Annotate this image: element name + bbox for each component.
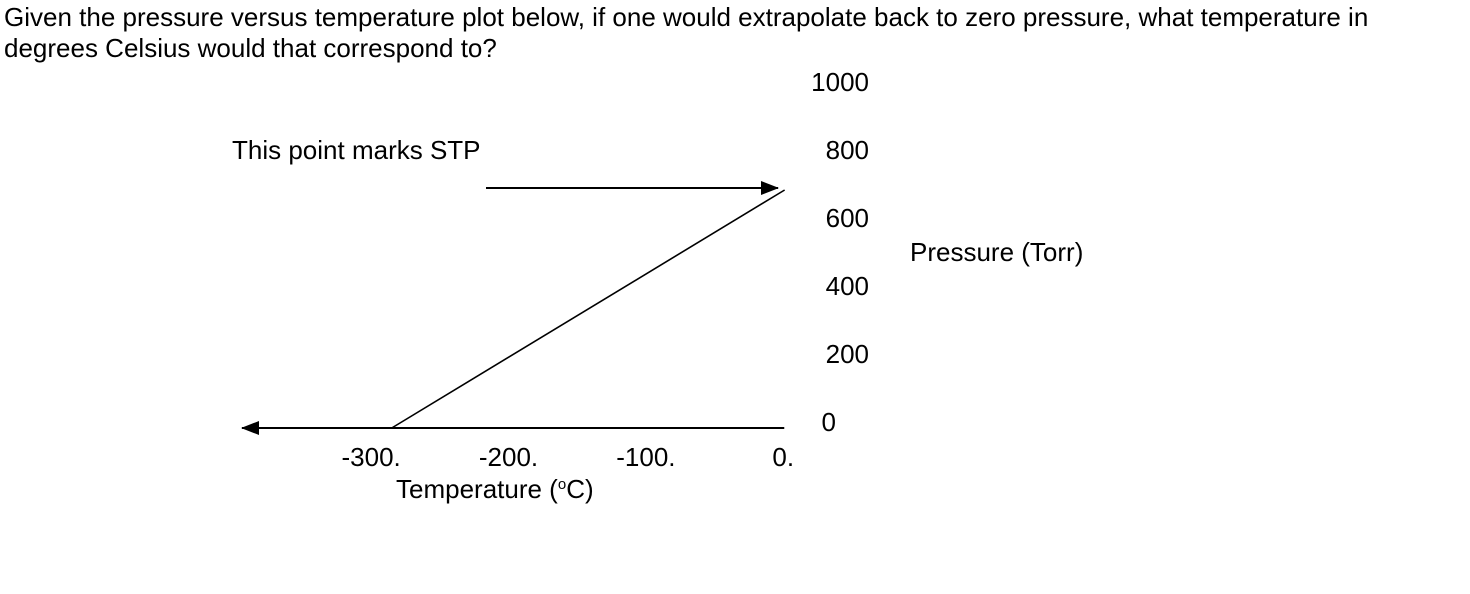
x-tick-labels: -300. -200. -100. 0. <box>342 442 795 472</box>
data-line <box>391 189 786 429</box>
annotation-label: This point marks STP <box>232 135 481 165</box>
y-tick-label: 800 <box>826 135 869 165</box>
x-axis-label: Temperature (oC) <box>396 474 594 504</box>
x-tick-label: -300. <box>342 442 401 472</box>
y-tick-labels: 0 200 400 600 800 1000 <box>811 67 869 437</box>
x-axis-label-degree: o <box>558 476 566 493</box>
y-tick-label: 600 <box>826 203 869 233</box>
x-axis-label-suffix: C) <box>566 474 593 504</box>
x-tick-label: -200. <box>479 442 538 472</box>
question-text: Given the pressure versus temperature pl… <box>4 2 1369 63</box>
y-tick-label: 1000 <box>811 67 869 97</box>
y-axis-label: Pressure (Torr) <box>910 237 1083 267</box>
x-tick-label: -100. <box>616 442 675 472</box>
y-tick-label: 0 <box>822 407 836 437</box>
x-tick-label: 0. <box>772 442 794 472</box>
y-tick-label: 200 <box>826 339 869 369</box>
y-tick-label: 400 <box>826 271 869 301</box>
x-axis-label-prefix: Temperature ( <box>396 474 558 504</box>
